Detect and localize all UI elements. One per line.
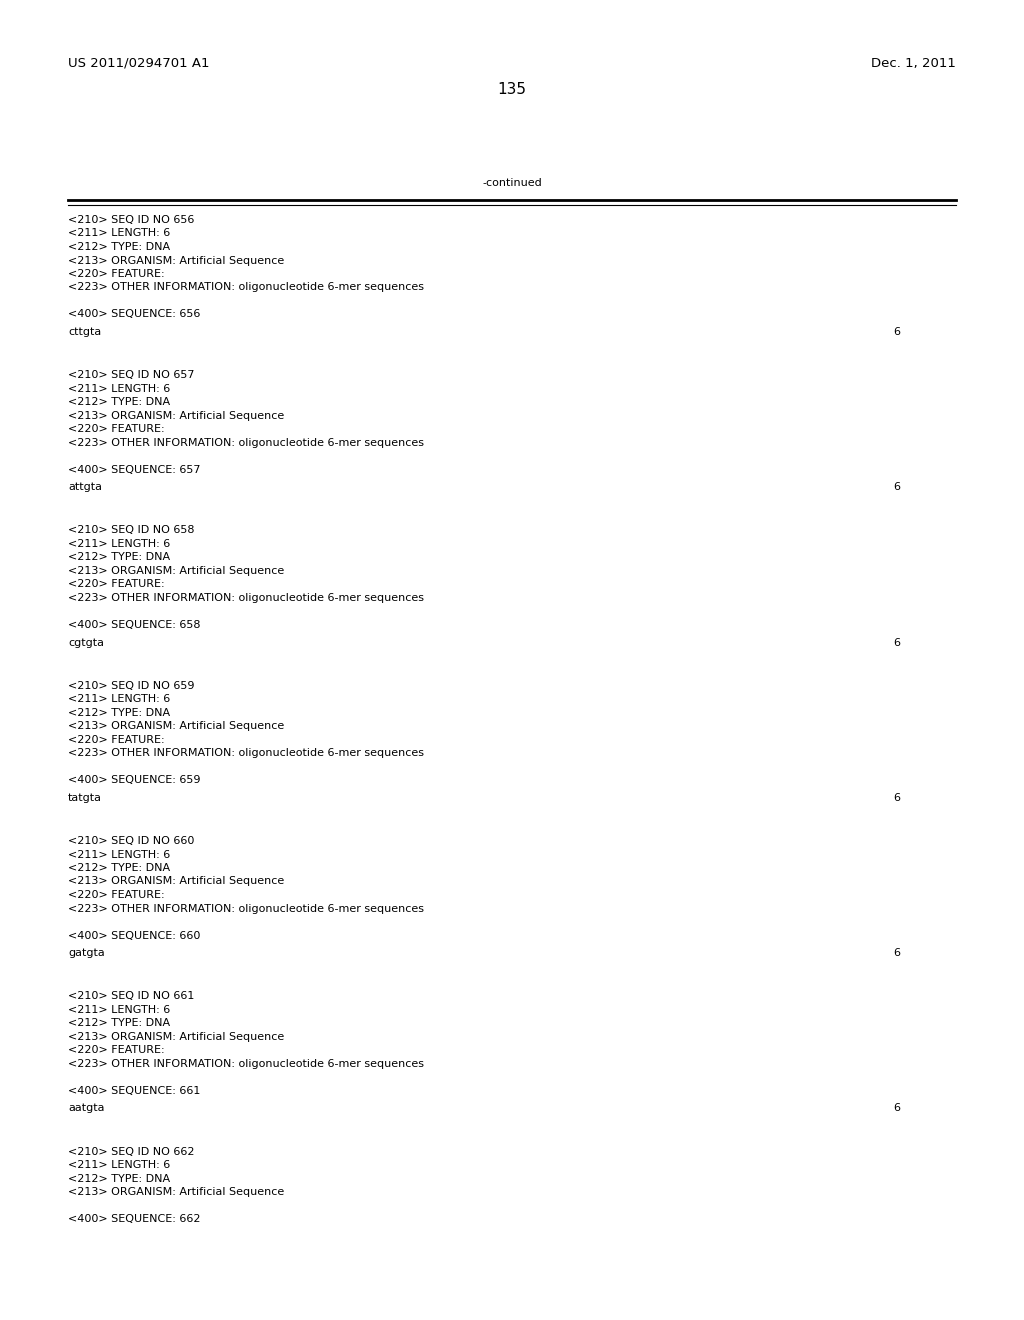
Text: tatgta: tatgta — [68, 793, 102, 803]
Text: <211> LENGTH: 6: <211> LENGTH: 6 — [68, 850, 170, 859]
Text: <213> ORGANISM: Artificial Sequence: <213> ORGANISM: Artificial Sequence — [68, 256, 285, 265]
Text: <223> OTHER INFORMATION: oligonucleotide 6-mer sequences: <223> OTHER INFORMATION: oligonucleotide… — [68, 593, 424, 603]
Text: <212> TYPE: DNA: <212> TYPE: DNA — [68, 1173, 170, 1184]
Text: <400> SEQUENCE: 659: <400> SEQUENCE: 659 — [68, 775, 201, 785]
Text: <211> LENGTH: 6: <211> LENGTH: 6 — [68, 694, 170, 705]
Text: Dec. 1, 2011: Dec. 1, 2011 — [871, 57, 956, 70]
Text: <220> FEATURE:: <220> FEATURE: — [68, 735, 165, 744]
Text: <212> TYPE: DNA: <212> TYPE: DNA — [68, 553, 170, 562]
Text: <223> OTHER INFORMATION: oligonucleotide 6-mer sequences: <223> OTHER INFORMATION: oligonucleotide… — [68, 748, 424, 758]
Text: 6: 6 — [893, 793, 900, 803]
Text: cgtgta: cgtgta — [68, 638, 104, 648]
Text: <400> SEQUENCE: 656: <400> SEQUENCE: 656 — [68, 309, 201, 319]
Text: <211> LENGTH: 6: <211> LENGTH: 6 — [68, 384, 170, 393]
Text: <210> SEQ ID NO 656: <210> SEQ ID NO 656 — [68, 215, 195, 224]
Text: <220> FEATURE:: <220> FEATURE: — [68, 1045, 165, 1055]
Text: gatgta: gatgta — [68, 948, 104, 958]
Text: <211> LENGTH: 6: <211> LENGTH: 6 — [68, 1005, 170, 1015]
Text: <400> SEQUENCE: 658: <400> SEQUENCE: 658 — [68, 620, 201, 630]
Text: <210> SEQ ID NO 659: <210> SEQ ID NO 659 — [68, 681, 195, 690]
Text: <220> FEATURE:: <220> FEATURE: — [68, 424, 165, 434]
Text: <212> TYPE: DNA: <212> TYPE: DNA — [68, 863, 170, 873]
Text: <213> ORGANISM: Artificial Sequence: <213> ORGANISM: Artificial Sequence — [68, 1187, 285, 1197]
Text: -continued: -continued — [482, 178, 542, 187]
Text: <212> TYPE: DNA: <212> TYPE: DNA — [68, 1018, 170, 1028]
Text: <400> SEQUENCE: 660: <400> SEQUENCE: 660 — [68, 931, 201, 940]
Text: <210> SEQ ID NO 658: <210> SEQ ID NO 658 — [68, 525, 195, 536]
Text: <220> FEATURE:: <220> FEATURE: — [68, 890, 165, 900]
Text: <213> ORGANISM: Artificial Sequence: <213> ORGANISM: Artificial Sequence — [68, 566, 285, 576]
Text: 6: 6 — [893, 638, 900, 648]
Text: 6: 6 — [893, 948, 900, 958]
Text: <210> SEQ ID NO 661: <210> SEQ ID NO 661 — [68, 991, 195, 1002]
Text: <213> ORGANISM: Artificial Sequence: <213> ORGANISM: Artificial Sequence — [68, 411, 285, 421]
Text: <400> SEQUENCE: 661: <400> SEQUENCE: 661 — [68, 1086, 201, 1096]
Text: 6: 6 — [893, 482, 900, 492]
Text: <220> FEATURE:: <220> FEATURE: — [68, 269, 165, 279]
Text: 6: 6 — [893, 1104, 900, 1113]
Text: <223> OTHER INFORMATION: oligonucleotide 6-mer sequences: <223> OTHER INFORMATION: oligonucleotide… — [68, 1059, 424, 1069]
Text: <211> LENGTH: 6: <211> LENGTH: 6 — [68, 1160, 170, 1170]
Text: aatgta: aatgta — [68, 1104, 104, 1113]
Text: <400> SEQUENCE: 657: <400> SEQUENCE: 657 — [68, 465, 201, 475]
Text: <212> TYPE: DNA: <212> TYPE: DNA — [68, 397, 170, 408]
Text: <213> ORGANISM: Artificial Sequence: <213> ORGANISM: Artificial Sequence — [68, 876, 285, 887]
Text: <400> SEQUENCE: 662: <400> SEQUENCE: 662 — [68, 1214, 201, 1224]
Text: <223> OTHER INFORMATION: oligonucleotide 6-mer sequences: <223> OTHER INFORMATION: oligonucleotide… — [68, 903, 424, 913]
Text: 6: 6 — [893, 327, 900, 337]
Text: <210> SEQ ID NO 657: <210> SEQ ID NO 657 — [68, 370, 195, 380]
Text: <220> FEATURE:: <220> FEATURE: — [68, 579, 165, 590]
Text: <212> TYPE: DNA: <212> TYPE: DNA — [68, 242, 170, 252]
Text: <213> ORGANISM: Artificial Sequence: <213> ORGANISM: Artificial Sequence — [68, 721, 285, 731]
Text: cttgta: cttgta — [68, 327, 101, 337]
Text: <223> OTHER INFORMATION: oligonucleotide 6-mer sequences: <223> OTHER INFORMATION: oligonucleotide… — [68, 282, 424, 293]
Text: <212> TYPE: DNA: <212> TYPE: DNA — [68, 708, 170, 718]
Text: <213> ORGANISM: Artificial Sequence: <213> ORGANISM: Artificial Sequence — [68, 1032, 285, 1041]
Text: <211> LENGTH: 6: <211> LENGTH: 6 — [68, 228, 170, 239]
Text: <211> LENGTH: 6: <211> LENGTH: 6 — [68, 539, 170, 549]
Text: US 2011/0294701 A1: US 2011/0294701 A1 — [68, 57, 210, 70]
Text: <210> SEQ ID NO 662: <210> SEQ ID NO 662 — [68, 1147, 195, 1156]
Text: <210> SEQ ID NO 660: <210> SEQ ID NO 660 — [68, 836, 195, 846]
Text: 135: 135 — [498, 82, 526, 96]
Text: <223> OTHER INFORMATION: oligonucleotide 6-mer sequences: <223> OTHER INFORMATION: oligonucleotide… — [68, 438, 424, 447]
Text: attgta: attgta — [68, 482, 102, 492]
